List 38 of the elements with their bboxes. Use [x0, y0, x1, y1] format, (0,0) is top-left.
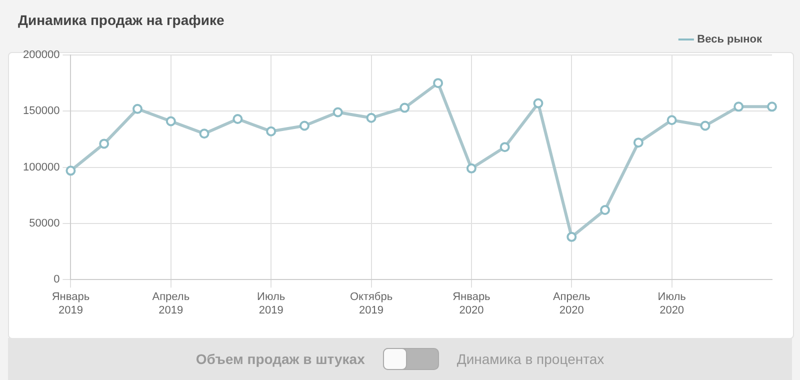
point	[99, 138, 110, 149]
point	[533, 98, 544, 108]
point	[400, 102, 410, 113]
y-tick-label: 100000	[22, 161, 60, 174]
point	[266, 126, 276, 136]
text: Объем продаж в штуках	[196, 351, 365, 367]
point	[600, 204, 610, 215]
legend-label: Весь рынок	[697, 34, 762, 46]
y-tick-label: 150000	[22, 105, 60, 118]
chart-title: Динамика продаж на графике	[18, 12, 224, 28]
x-tick-label: Январь 2020	[452, 291, 491, 316]
point	[366, 112, 376, 123]
y-tick-label: 50000	[29, 217, 60, 230]
x-tick-label: Апрель 2020	[552, 291, 591, 316]
y-tick-label: 0	[54, 274, 60, 286]
x-tick-label: Апрель 2019	[152, 291, 190, 316]
point	[166, 116, 176, 126]
point	[232, 114, 243, 124]
point	[466, 163, 476, 174]
point	[734, 102, 744, 112]
x-tick-label: Июль 2020	[658, 291, 686, 316]
x-tick-label: Январь 2019	[52, 291, 90, 316]
x-tick-label: Июль 2019	[257, 291, 286, 316]
point	[66, 166, 76, 176]
point	[299, 120, 310, 131]
point	[700, 120, 710, 131]
text: Динамика в процентах	[456, 351, 604, 367]
x-tick-label: Октябрь 2019	[350, 291, 393, 316]
point	[433, 78, 444, 88]
point	[332, 107, 343, 118]
point	[500, 142, 510, 152]
point	[199, 128, 210, 139]
point	[566, 232, 577, 242]
y-tick-label: 200000	[22, 49, 60, 62]
point	[132, 104, 142, 114]
point	[666, 115, 677, 126]
point	[767, 102, 777, 112]
point	[633, 138, 644, 148]
